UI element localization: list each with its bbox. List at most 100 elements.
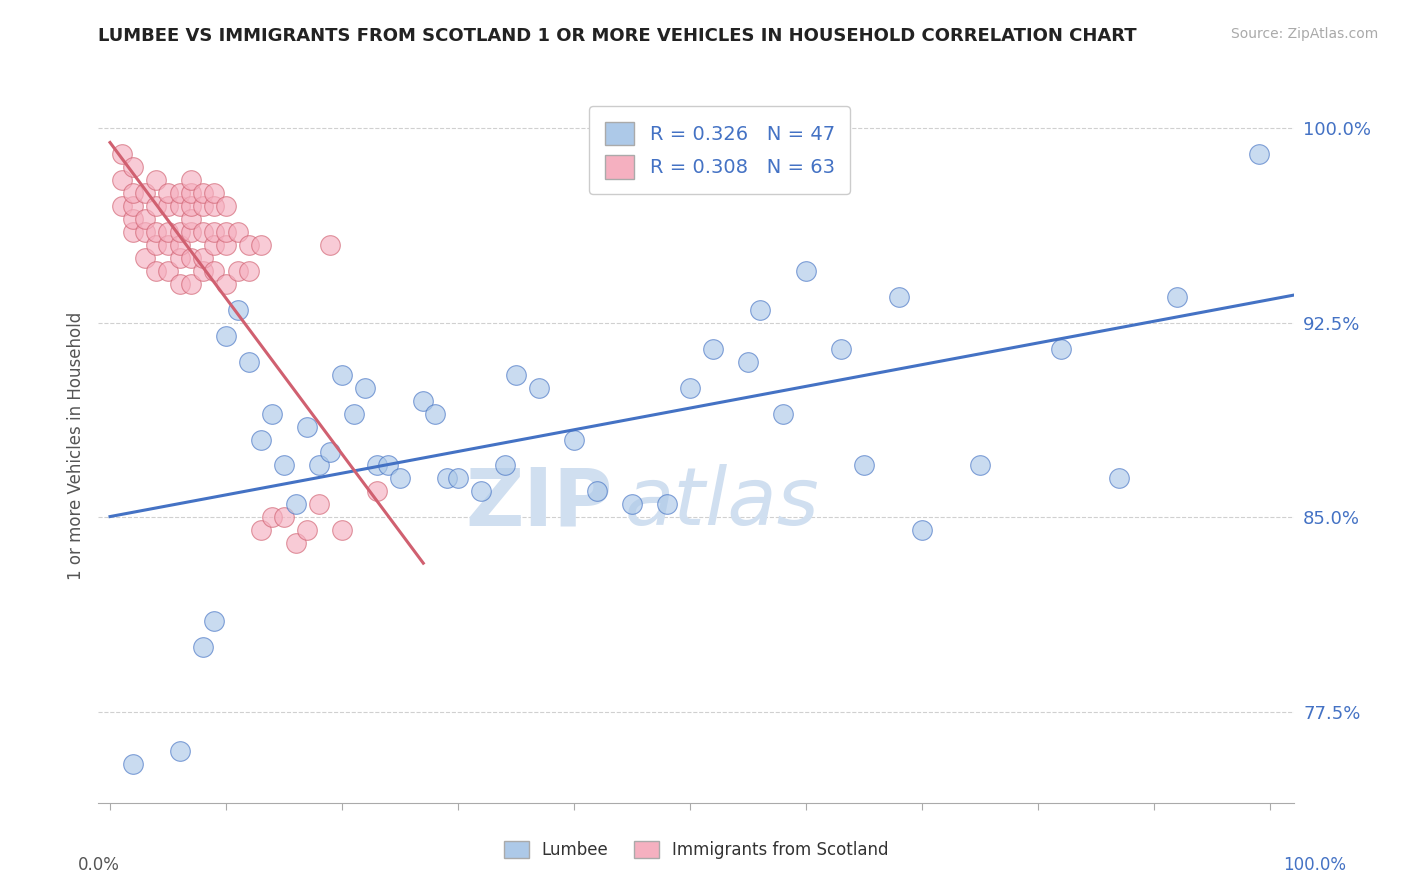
Point [1247, 147, 1270, 161]
Point [134, 225, 156, 239]
Point [191, 264, 214, 278]
Point [157, 264, 180, 278]
Text: 0.0%: 0.0% [77, 856, 120, 874]
Point [308, 458, 330, 473]
Point [529, 381, 551, 395]
Point [134, 211, 156, 226]
Point [226, 302, 249, 317]
Point [145, 238, 167, 252]
Point [122, 756, 145, 771]
Point [436, 471, 458, 485]
Point [169, 186, 191, 200]
Point [204, 264, 226, 278]
Point [412, 393, 434, 408]
Point [180, 186, 202, 200]
Point [122, 199, 145, 213]
Point [911, 524, 934, 538]
Point [226, 264, 249, 278]
Point [180, 199, 202, 213]
Point [830, 342, 852, 356]
Point [330, 368, 353, 382]
Point [215, 199, 238, 213]
Point [377, 458, 399, 473]
Point [238, 238, 260, 252]
Point [180, 251, 202, 265]
Point [157, 186, 180, 200]
Point [169, 199, 191, 213]
Point [204, 614, 226, 628]
Point [772, 407, 794, 421]
Point [145, 225, 167, 239]
Point [1050, 342, 1073, 356]
Point [215, 238, 238, 252]
Point [191, 199, 214, 213]
Point [319, 445, 342, 459]
Point [226, 225, 249, 239]
Point [284, 497, 307, 511]
Point [180, 277, 202, 291]
Point [1166, 290, 1188, 304]
Point [180, 211, 202, 226]
Point [853, 458, 876, 473]
Point [169, 277, 191, 291]
Point [505, 368, 527, 382]
Point [111, 147, 134, 161]
Point [679, 381, 702, 395]
Point [319, 238, 342, 252]
Point [262, 510, 284, 524]
Point [191, 251, 214, 265]
Point [191, 186, 214, 200]
Point [389, 471, 412, 485]
Point [655, 497, 678, 511]
Point [122, 225, 145, 239]
Point [111, 173, 134, 187]
Point [204, 238, 226, 252]
Point [191, 225, 214, 239]
Point [330, 524, 353, 538]
Point [737, 354, 759, 368]
Point [145, 173, 167, 187]
Point [238, 264, 260, 278]
Point [366, 458, 388, 473]
Point [180, 225, 202, 239]
Point [145, 264, 167, 278]
Point [354, 381, 377, 395]
Point [586, 484, 609, 499]
Point [748, 302, 770, 317]
Point [134, 186, 156, 200]
Point [169, 251, 191, 265]
Point [122, 186, 145, 200]
Legend: Lumbee, Immigrants from Scotland: Lumbee, Immigrants from Scotland [496, 834, 896, 866]
Point [702, 342, 724, 356]
Point [1108, 471, 1130, 485]
Point [180, 173, 202, 187]
Point [191, 640, 214, 654]
Point [122, 160, 145, 174]
Point [284, 536, 307, 550]
Point [262, 407, 284, 421]
Point [308, 497, 330, 511]
Point [273, 510, 295, 524]
Point [157, 238, 180, 252]
Point [215, 328, 238, 343]
Point [562, 433, 585, 447]
Point [157, 199, 180, 213]
Point [250, 433, 273, 447]
Point [621, 497, 644, 511]
Point [250, 238, 273, 252]
Point [169, 225, 191, 239]
Text: ZIP: ZIP [465, 464, 613, 542]
Point [204, 186, 226, 200]
Point [145, 199, 167, 213]
Text: LUMBEE VS IMMIGRANTS FROM SCOTLAND 1 OR MORE VEHICLES IN HOUSEHOLD CORRELATION C: LUMBEE VS IMMIGRANTS FROM SCOTLAND 1 OR … [98, 27, 1137, 45]
Point [297, 524, 319, 538]
Point [887, 290, 910, 304]
Point [157, 225, 180, 239]
Point [343, 407, 366, 421]
Point [134, 251, 156, 265]
Point [969, 458, 991, 473]
Point [169, 238, 191, 252]
Point [794, 264, 817, 278]
Point [297, 419, 319, 434]
Point [204, 199, 226, 213]
